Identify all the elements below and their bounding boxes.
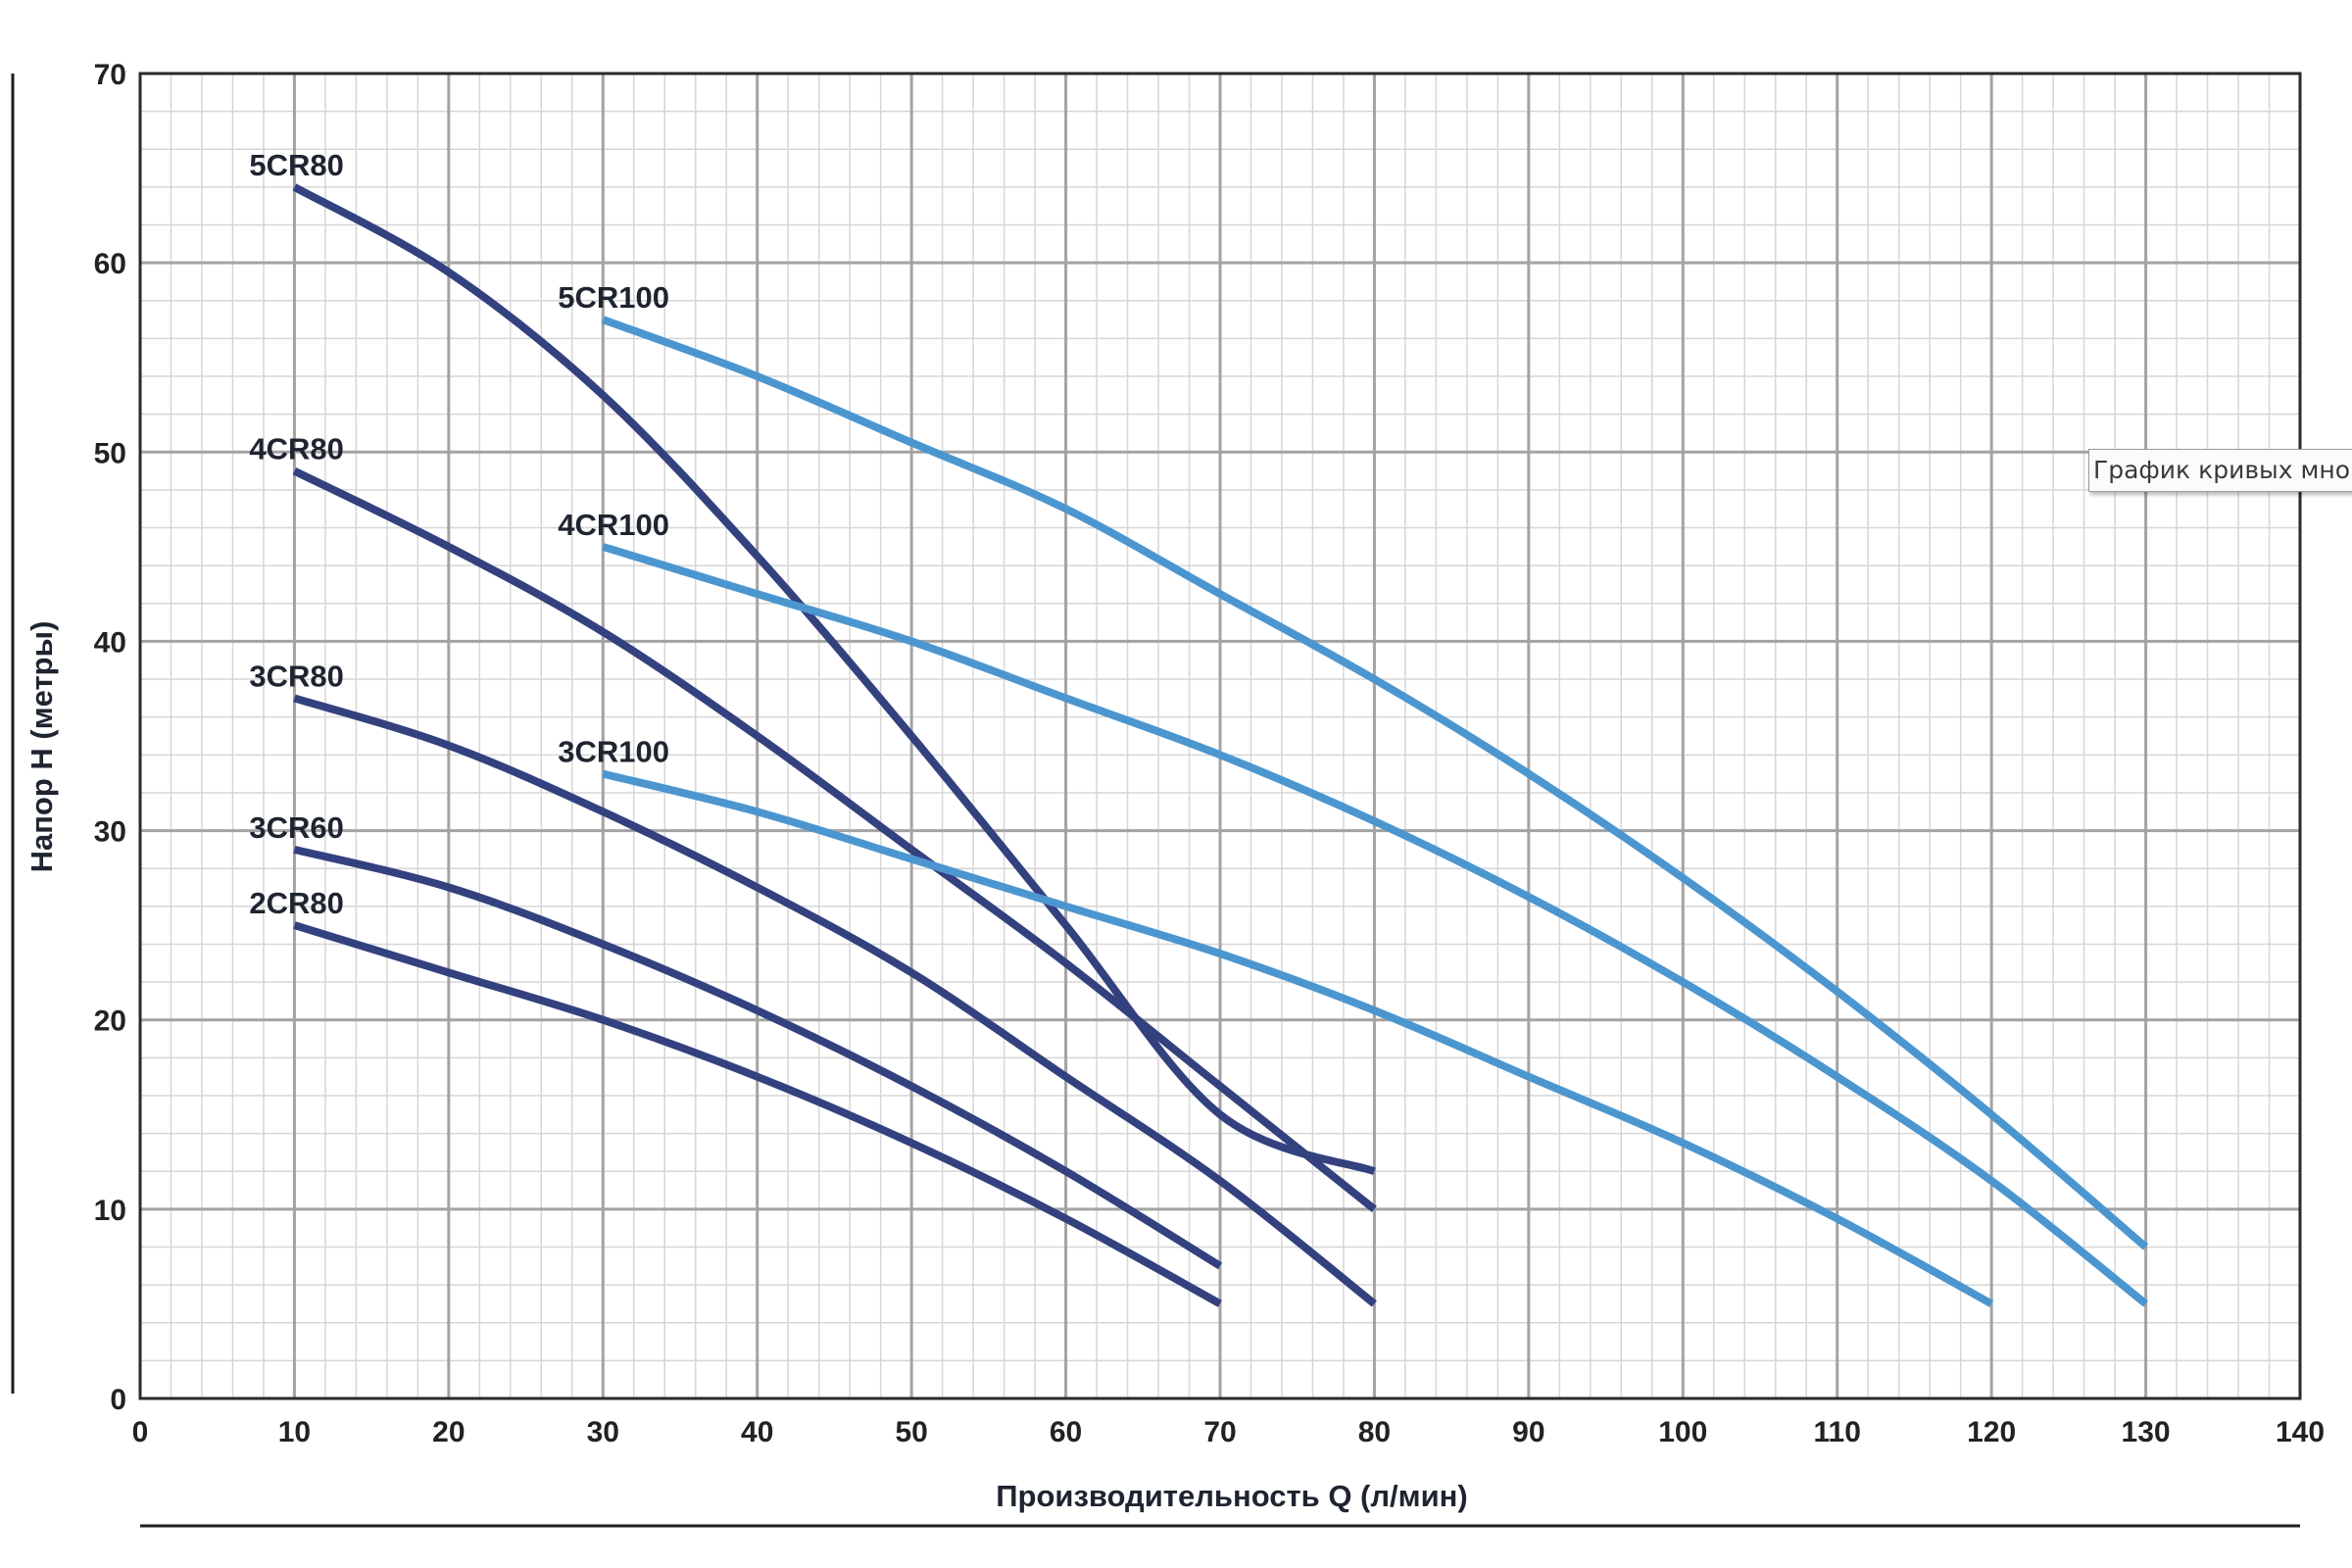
x-tick-label: 130 [2122,1416,2171,1448]
series-label-4cr80: 4CR80 [249,432,344,466]
y-tick-label: 30 [94,816,126,849]
series-label-3cr100: 3CR100 [558,735,669,769]
series-line-3cr60 [293,846,1223,1270]
series-label-3cr60: 3CR60 [249,810,344,845]
x-tick-label: 30 [587,1416,619,1448]
series-line-3cr80 [293,694,1377,1307]
x-tick-label: 90 [1512,1416,1544,1448]
series-label-2cr80: 2CR80 [249,886,344,920]
y-tick-label: 50 [94,437,126,469]
series-label-4cr100: 4CR100 [558,508,669,542]
series-line-3cr100 [602,769,1994,1307]
x-tick-label: 70 [1203,1416,1236,1448]
series-label-3cr80: 3CR80 [249,659,344,693]
x-tick-label: 10 [278,1416,311,1448]
series-line-4cr100 [602,543,2149,1307]
y-tick-label: 20 [94,1005,126,1038]
series-labels: 5CR80 4CR80 3CR80 3CR60 2CR80 5CR100 4CR100 3CR… [249,148,669,920]
series-line-4cr80 [292,467,1377,1213]
x-tick-label: 140 [2276,1416,2325,1448]
x-tick-label: 60 [1050,1416,1082,1448]
y-axis-title: Напор H (метры) [24,621,59,873]
y-tick-label: 10 [94,1195,126,1227]
x-tick-label: 100 [1658,1416,1707,1448]
y-tick-label: 40 [94,626,126,659]
major-grid [138,72,2302,1400]
series-label-5cr100: 5CR100 [558,280,669,315]
series-lines [292,183,2149,1307]
series-line-5cr100 [601,316,2149,1250]
x-axis-title: Производительность Q (л/мин) [996,1479,1467,1513]
series-line-2cr80 [293,921,1222,1307]
x-tick-label: 120 [1967,1416,2016,1448]
x-tick-label: 80 [1358,1416,1391,1448]
y-tick-labels: 0 10 20 30 40 50 60 70 [94,59,126,1416]
y-tick-label: 70 [94,59,126,91]
tooltip: График кривых мно [2088,449,2352,492]
x-tick-label: 110 [1814,1416,1861,1448]
plot-frame [138,72,2302,1400]
x-tick-label: 50 [895,1416,927,1448]
x-tick-labels: 0 10 20 30 40 50 60 70 80 90 100 110 120 130 140 [132,1416,2325,1448]
y-tick-label: 0 [110,1384,126,1416]
y-tick-label: 60 [94,248,126,280]
x-tick-label: 20 [432,1416,465,1448]
x-tick-label: 0 [132,1416,149,1448]
x-tick-label: 40 [741,1416,773,1448]
series-label-5cr80: 5CR80 [249,148,344,182]
series-line-5cr80 [292,183,1376,1175]
